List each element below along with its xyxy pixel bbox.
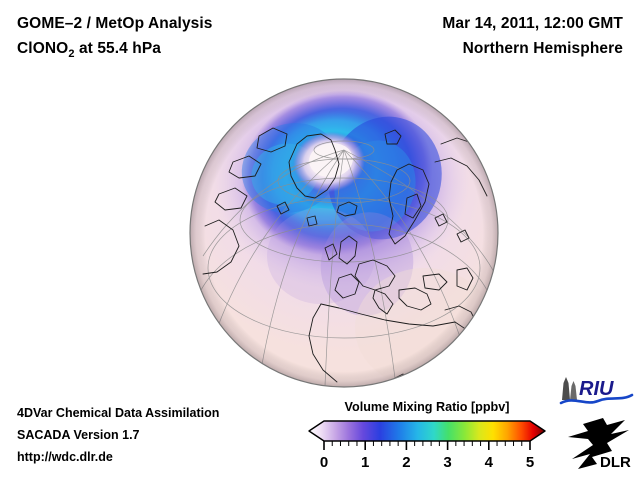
hemisphere-label: Northern Hemisphere [462,40,623,57]
dlr-wordmark: DLR [600,454,631,471]
colorbar-ticks [323,441,531,450]
colorbar: Volume Mixing Ratio [ppbv] 0 1 2 3 4 5 [308,400,546,475]
globe-map [189,78,499,388]
method-label: 4DVar Chemical Data Assimilation [17,406,220,420]
colorbar-tick-label: 5 [526,454,534,471]
pressure-level: at 55.4 hPa [74,40,162,57]
species-level-title: ClONO2 at 55.4 hPa [17,36,347,67]
version-label: SACADA Version 1.7 [17,428,140,442]
species-name: ClONO [17,40,69,57]
colorbar-tick-label: 3 [443,454,451,471]
colorbar-tick-label: 2 [402,454,410,471]
colorbar-tick-label: 4 [485,454,494,471]
riu-wordmark: RIU [579,378,614,400]
colorbar-tick-label: 0 [320,454,328,471]
header-right: Mar 14, 2011, 12:00 GMT Northern Hemisph… [343,11,623,61]
header-left: GOME–2 / MetOp Analysis ClONO2 at 55.4 h… [17,11,347,67]
colorbar-ramp [308,420,546,442]
riu-tower-icon [562,377,577,400]
dlr-mark-icon [568,418,629,469]
website-url[interactable]: http://wdc.dlr.de [17,450,113,464]
footer-left: 4DVar Chemical Data Assimilation SACADA … [17,402,307,468]
riu-wave-icon [559,393,634,405]
colorbar-tick-labels: 0 1 2 3 4 5 [320,454,534,471]
analysis-title: GOME–2 / MetOp Analysis [17,15,213,32]
globe-outline [189,78,499,388]
timestamp: Mar 14, 2011, 12:00 GMT [442,15,623,32]
colorbar-title: Volume Mixing Ratio [ppbv] [344,400,510,414]
species-subscript: 2 [68,48,75,61]
dlr-logo: DLR [566,414,636,472]
riu-logo: RIU [558,374,634,408]
colorbar-tick-label: 1 [361,454,369,471]
